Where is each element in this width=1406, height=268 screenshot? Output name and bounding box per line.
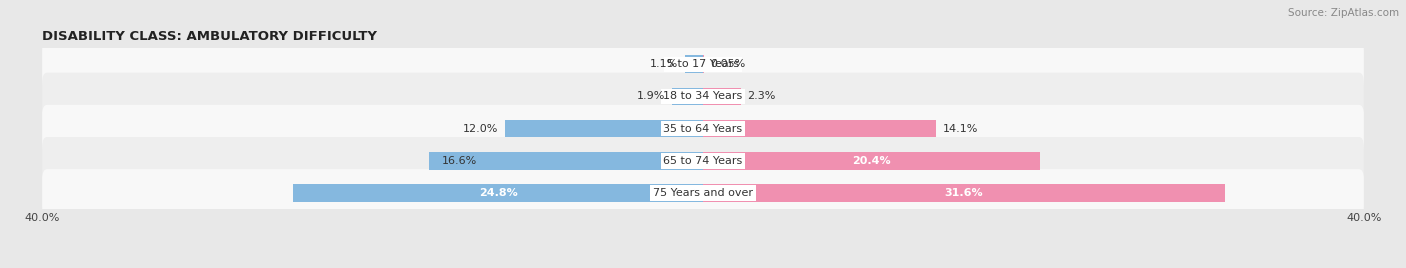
Text: 14.1%: 14.1% [942, 124, 979, 134]
Bar [703, 184, 1225, 202]
Bar [685, 55, 703, 73]
FancyBboxPatch shape [42, 137, 1364, 185]
Text: 65 to 74 Years: 65 to 74 Years [664, 156, 742, 166]
Text: 35 to 64 Years: 35 to 64 Years [664, 124, 742, 134]
Text: Source: ZipAtlas.com: Source: ZipAtlas.com [1288, 8, 1399, 18]
Legend: Male, Female: Male, Female [638, 267, 768, 268]
Text: 1.1%: 1.1% [650, 59, 678, 69]
Bar [505, 120, 703, 137]
Text: 75 Years and over: 75 Years and over [652, 188, 754, 198]
Text: DISABILITY CLASS: AMBULATORY DIFFICULTY: DISABILITY CLASS: AMBULATORY DIFFICULTY [42, 30, 377, 43]
FancyBboxPatch shape [42, 40, 1364, 88]
Text: 1.9%: 1.9% [637, 91, 665, 102]
FancyBboxPatch shape [42, 73, 1364, 120]
Text: 18 to 34 Years: 18 to 34 Years [664, 91, 742, 102]
Text: 12.0%: 12.0% [463, 124, 498, 134]
FancyBboxPatch shape [42, 105, 1364, 152]
Bar [429, 152, 703, 170]
Bar [294, 184, 703, 202]
Text: 24.8%: 24.8% [479, 188, 517, 198]
Text: 0.05%: 0.05% [710, 59, 745, 69]
Text: 5 to 17 Years: 5 to 17 Years [666, 59, 740, 69]
Text: 2.3%: 2.3% [748, 91, 776, 102]
Text: 31.6%: 31.6% [945, 188, 983, 198]
Bar [672, 88, 703, 105]
Text: 20.4%: 20.4% [852, 156, 891, 166]
Bar [703, 88, 741, 105]
Text: 16.6%: 16.6% [441, 156, 477, 166]
Bar [703, 120, 936, 137]
Bar [703, 152, 1040, 170]
FancyBboxPatch shape [42, 169, 1364, 217]
